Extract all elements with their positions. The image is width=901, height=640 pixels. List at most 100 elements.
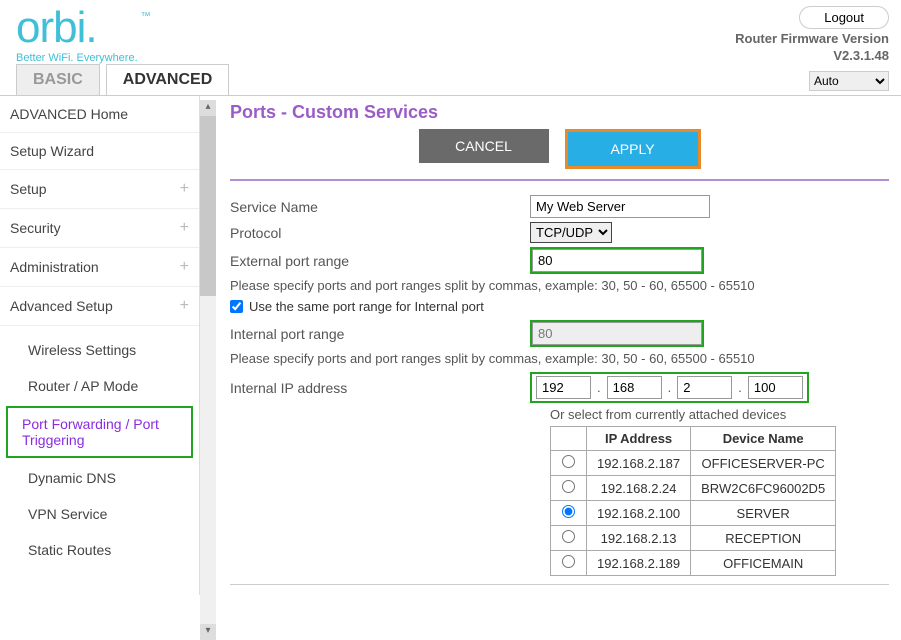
row-same-port: Use the same port range for Internal por… <box>230 299 889 314</box>
row-internal-port: Internal port range <box>230 320 889 347</box>
language-select[interactable]: Auto <box>809 71 889 91</box>
sidebar-item-advanced-setup[interactable]: Advanced Setup <box>0 287 199 326</box>
devices-table: IP Address Device Name 192.168.2.187OFFI… <box>550 426 836 576</box>
logo: orbi. <box>16 6 138 50</box>
sub-item-static-routes[interactable]: Static Routes <box>0 532 199 568</box>
tab-advanced[interactable]: ADVANCED <box>106 64 229 95</box>
external-port-input[interactable] <box>532 249 702 272</box>
header: orbi. Better WiFi. Everywhere. Logout Ro… <box>0 0 901 64</box>
external-port-label: External port range <box>230 253 530 269</box>
sidebar-item-advanced-home[interactable]: ADVANCED Home <box>0 96 199 133</box>
sidebar-item-setup[interactable]: Setup <box>0 170 199 209</box>
same-port-label: Use the same port range for Internal por… <box>249 299 484 314</box>
device-radio-cell <box>551 501 587 526</box>
device-note: Or select from currently attached device… <box>550 407 889 422</box>
sub-item-dynamic-dns[interactable]: Dynamic DNS <box>0 460 199 496</box>
sidebar-item-label: Setup Wizard <box>10 143 94 159</box>
device-name: RECEPTION <box>691 526 836 551</box>
device-ip: 192.168.2.187 <box>587 451 691 476</box>
table-row[interactable]: 192.168.2.187OFFICESERVER-PC <box>551 451 836 476</box>
button-row: CANCEL APPLY <box>230 129 889 169</box>
internal-port-label: Internal port range <box>230 326 530 342</box>
sidebar-item-label: Administration <box>10 259 99 275</box>
col-device-name: Device Name <box>691 427 836 451</box>
ip-octet-1[interactable] <box>536 376 591 399</box>
device-radio-cell <box>551 551 587 576</box>
row-protocol: Protocol TCP/UDP <box>230 222 889 243</box>
bottom-divider <box>230 584 889 585</box>
ip-octet-4[interactable] <box>748 376 803 399</box>
row-internal-ip: Internal IP address . . . <box>230 372 889 403</box>
page-title: Ports - Custom Services <box>230 102 889 123</box>
internal-ip-label: Internal IP address <box>230 380 530 396</box>
ip-group: . . . <box>532 374 807 401</box>
firmware-label: Router Firmware Version <box>735 31 889 46</box>
row-external-port: External port range <box>230 247 889 274</box>
protocol-label: Protocol <box>230 225 530 241</box>
scroll-up-icon[interactable]: ▴ <box>200 100 216 116</box>
device-radio[interactable] <box>562 480 575 493</box>
logo-block: orbi. Better WiFi. Everywhere. <box>16 6 138 64</box>
sidebar-subsection: Wireless Settings Router / AP Mode Port … <box>0 326 199 568</box>
firmware-version: V2.3.1.48 <box>833 48 889 63</box>
sub-item-vpn-service[interactable]: VPN Service <box>0 496 199 532</box>
sidebar-item-administration[interactable]: Administration <box>0 248 199 287</box>
table-row[interactable]: 192.168.2.189OFFICEMAIN <box>551 551 836 576</box>
content: Ports - Custom Services CANCEL APPLY Ser… <box>230 102 889 585</box>
tabs-row: BASIC ADVANCED Auto <box>0 64 901 96</box>
service-name-label: Service Name <box>230 199 530 215</box>
device-radio[interactable] <box>562 530 575 543</box>
body: ADVANCED Home Setup Wizard Setup Securit… <box>0 96 901 595</box>
device-ip: 192.168.2.24 <box>587 476 691 501</box>
sub-item-wireless-settings[interactable]: Wireless Settings <box>0 332 199 368</box>
external-port-help: Please specify ports and port ranges spl… <box>230 278 889 293</box>
ip-dot: . <box>597 380 601 395</box>
sidebar-item-label: Advanced Setup <box>10 298 113 314</box>
table-row[interactable]: 192.168.2.24BRW2C6FC96002D5 <box>551 476 836 501</box>
scroll-down-icon[interactable]: ▾ <box>200 624 216 640</box>
protocol-select[interactable]: TCP/UDP <box>530 222 612 243</box>
ip-dot: . <box>738 380 742 395</box>
sidebar-item-label: Security <box>10 220 61 236</box>
device-ip: 192.168.2.189 <box>587 551 691 576</box>
cancel-button[interactable]: CANCEL <box>419 129 549 163</box>
device-radio[interactable] <box>562 455 575 468</box>
device-ip: 192.168.2.13 <box>587 526 691 551</box>
row-service-name: Service Name <box>230 195 889 218</box>
apply-button[interactable]: APPLY <box>568 132 698 166</box>
device-radio[interactable] <box>562 505 575 518</box>
device-name: SERVER <box>691 501 836 526</box>
main: ▴ ▾ Ports - Custom Services CANCEL APPLY… <box>200 96 901 595</box>
ip-octet-3[interactable] <box>677 376 732 399</box>
sidebar-item-setup-wizard[interactable]: Setup Wizard <box>0 133 199 170</box>
table-header-row: IP Address Device Name <box>551 427 836 451</box>
tagline: Better WiFi. Everywhere. <box>16 52 138 64</box>
internal-port-input <box>532 322 702 345</box>
device-name: OFFICEMAIN <box>691 551 836 576</box>
service-name-input[interactable] <box>530 195 710 218</box>
sub-item-port-forwarding[interactable]: Port Forwarding / Port Triggering <box>6 406 193 458</box>
device-name: BRW2C6FC96002D5 <box>691 476 836 501</box>
sidebar-item-label: Setup <box>10 181 47 197</box>
header-right: Logout Router Firmware Version V2.3.1.48 <box>735 6 889 63</box>
scroll-thumb[interactable] <box>200 116 216 296</box>
sidebar-item-label: ADVANCED Home <box>10 106 128 122</box>
sidebar-item-security[interactable]: Security <box>0 209 199 248</box>
scrollbar[interactable]: ▴ ▾ <box>200 100 216 640</box>
internal-port-help: Please specify ports and port ranges spl… <box>230 351 889 366</box>
sidebar: ADVANCED Home Setup Wizard Setup Securit… <box>0 96 200 595</box>
tab-basic[interactable]: BASIC <box>16 64 100 95</box>
internal-ip-highlight: . . . <box>530 372 809 403</box>
table-row[interactable]: 192.168.2.100SERVER <box>551 501 836 526</box>
device-name: OFFICESERVER-PC <box>691 451 836 476</box>
tabs: BASIC ADVANCED <box>16 64 229 95</box>
device-ip: 192.168.2.100 <box>587 501 691 526</box>
device-radio-cell <box>551 451 587 476</box>
logout-button[interactable]: Logout <box>799 6 889 29</box>
table-row[interactable]: 192.168.2.13RECEPTION <box>551 526 836 551</box>
external-port-highlight <box>530 247 704 274</box>
same-port-checkbox[interactable] <box>230 300 243 313</box>
sub-item-router-ap-mode[interactable]: Router / AP Mode <box>0 368 199 404</box>
ip-octet-2[interactable] <box>607 376 662 399</box>
divider <box>230 179 889 181</box>
